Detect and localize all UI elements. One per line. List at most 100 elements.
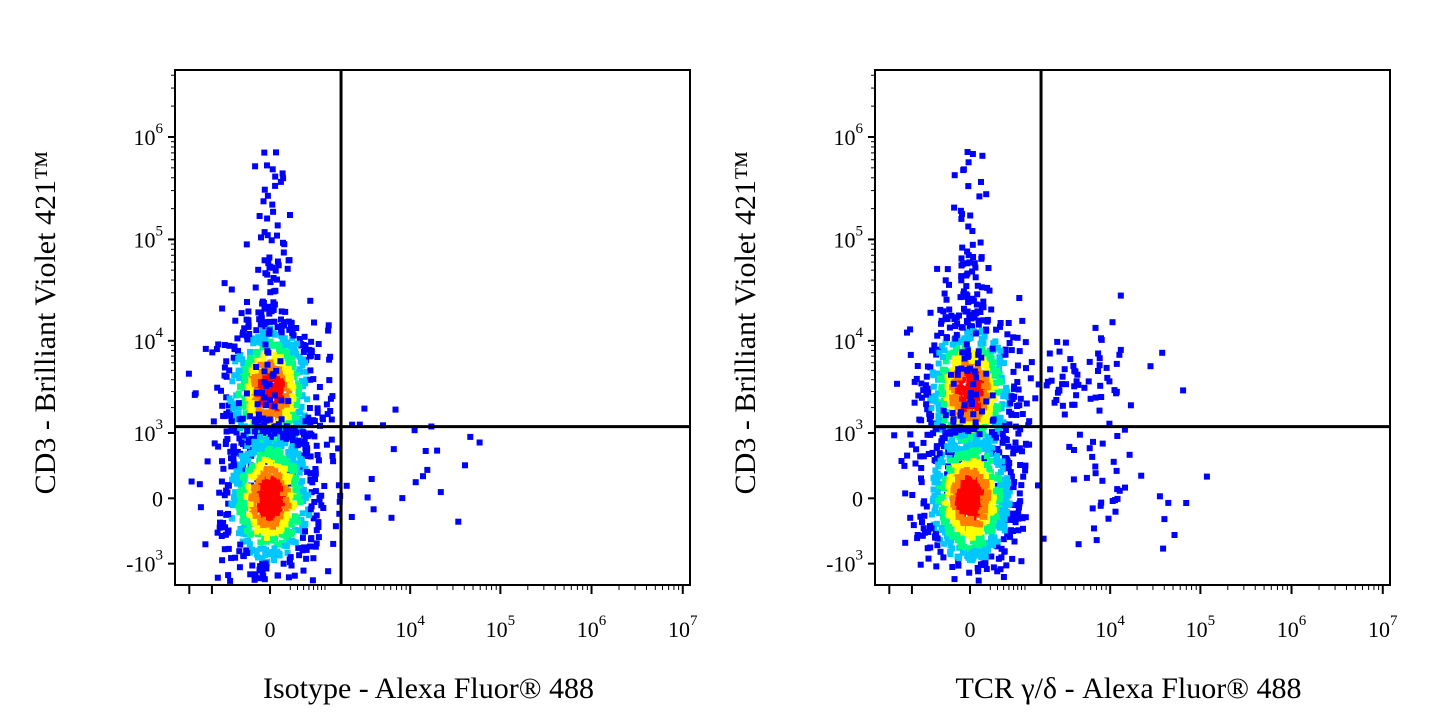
event-dot [1007, 400, 1014, 407]
event-dot [321, 483, 328, 489]
event-dot [963, 392, 970, 399]
event-dot [267, 504, 274, 511]
event-dot [328, 436, 335, 443]
event-dot [999, 465, 1006, 472]
event-dot [256, 519, 263, 526]
event-dot [287, 382, 294, 389]
event-dot [963, 388, 970, 394]
event-dot [1017, 462, 1024, 468]
event-dot [265, 428, 271, 435]
event-dot [939, 514, 946, 521]
event-dot [277, 353, 284, 360]
event-dot [245, 308, 252, 315]
event-dot [1008, 410, 1015, 417]
event-dot [1001, 548, 1008, 555]
event-dot [269, 530, 276, 537]
event-dot [242, 505, 248, 512]
event-dot [283, 506, 290, 513]
event-dot [955, 562, 962, 569]
event-dot [236, 375, 243, 381]
event-dot [979, 408, 985, 415]
event-dot [1159, 349, 1166, 356]
event-dot [943, 521, 950, 528]
event-dot [988, 494, 995, 501]
event-dot [954, 342, 961, 349]
event-dot [958, 385, 965, 391]
event-dot [983, 444, 990, 450]
event-dot [921, 529, 928, 536]
event-dot [945, 353, 952, 360]
event-dot [288, 521, 295, 528]
event-dot [1070, 363, 1077, 369]
event-dot [258, 386, 265, 393]
event-dot [965, 419, 972, 426]
event-dot [918, 475, 924, 482]
event-dot [966, 569, 973, 576]
event-dot [999, 458, 1006, 465]
event-dot [258, 321, 265, 328]
event-dot [211, 440, 218, 447]
event-dot [997, 487, 1003, 494]
event-dot [296, 353, 303, 360]
event-dot [902, 490, 909, 497]
event-dot [222, 531, 229, 538]
event-dot [312, 543, 319, 550]
event-dot [987, 377, 994, 384]
event-dot [991, 437, 998, 444]
event-dot [1095, 368, 1101, 374]
event-dot [1015, 510, 1022, 517]
event-dot [1000, 536, 1007, 543]
event-dot [988, 474, 995, 480]
event-dot [271, 430, 278, 437]
event-dot [1160, 545, 1167, 552]
event-dot [270, 208, 277, 215]
event-dot [1066, 443, 1073, 450]
event-dot [956, 493, 963, 500]
event-dot [307, 297, 314, 304]
event-dot [239, 415, 246, 422]
event-dot [902, 539, 909, 546]
event-dot [1005, 443, 1012, 450]
event-dot [1013, 412, 1020, 418]
event-dot [296, 485, 303, 492]
event-dot [1075, 541, 1082, 548]
event-dot [972, 419, 979, 426]
event-dot [256, 316, 263, 323]
event-dot [285, 360, 292, 367]
event-dot [422, 448, 429, 454]
event-dot [946, 281, 952, 288]
event-dot [1020, 473, 1027, 480]
event-dot [965, 409, 972, 415]
event-dot [219, 458, 225, 465]
event-dot [298, 415, 305, 422]
event-dot [979, 152, 986, 159]
event-dot [320, 505, 327, 511]
event-dot [1099, 440, 1106, 447]
event-dot [1087, 395, 1094, 402]
event-dot [264, 531, 271, 538]
event-dot [240, 402, 247, 409]
event-dot [298, 341, 305, 348]
event-dot [275, 262, 282, 269]
event-dot [964, 149, 971, 155]
x-tick-label: 104 [1095, 613, 1125, 642]
event-dot [1165, 499, 1172, 506]
event-dot [967, 499, 974, 506]
event-dot [1004, 331, 1011, 338]
event-dot [969, 241, 976, 248]
event-dot [258, 339, 265, 346]
event-dot [290, 460, 297, 466]
event-dot [1011, 447, 1018, 453]
event-dot [277, 485, 284, 492]
event-dot [955, 387, 962, 394]
event-dot [963, 479, 970, 486]
event-dot [245, 322, 252, 329]
event-dot [264, 232, 271, 239]
event-dot [966, 545, 973, 552]
event-dot [1000, 476, 1007, 483]
event-dot [970, 508, 977, 515]
event-dot [252, 416, 259, 423]
event-dot [1003, 482, 1010, 488]
event-dot [968, 390, 974, 396]
event-dot [243, 241, 250, 248]
